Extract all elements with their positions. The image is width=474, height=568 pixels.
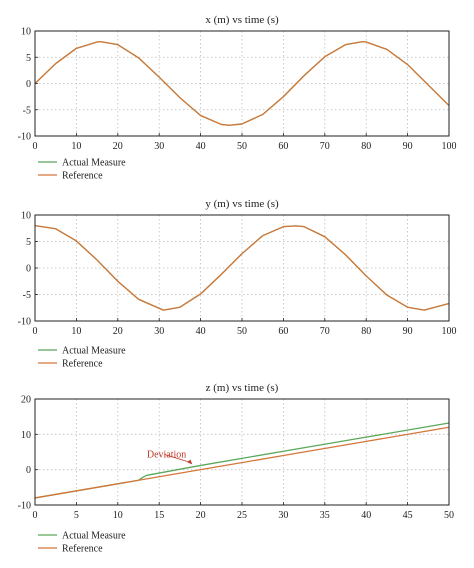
legend-label: Actual Measure bbox=[62, 531, 126, 542]
y-tick-label: 0 bbox=[26, 465, 31, 476]
x-tick-label: 40 bbox=[196, 326, 206, 337]
chart-2: y (m) vs time (s)0 10 20 30 40 50 60 70 80 90 1001… bbox=[18, 198, 457, 370]
y-tick-label: 10 bbox=[21, 27, 31, 38]
x-tick-label: 90 bbox=[403, 141, 413, 152]
x-tick-label: 70 bbox=[320, 326, 330, 337]
x-tick-label: 70 bbox=[320, 141, 330, 152]
y-tick-label: -10 bbox=[18, 501, 31, 512]
chart-title: y (m) vs time (s) bbox=[205, 198, 279, 210]
legend-label: Actual Measure bbox=[62, 158, 126, 169]
legend-label: Reference bbox=[62, 171, 103, 182]
chart-title: x (m) vs time (s) bbox=[205, 14, 279, 26]
x-tick-label: 30 bbox=[154, 326, 164, 337]
x-tick-label: 40 bbox=[361, 510, 371, 521]
x-tick-label: 25 bbox=[237, 510, 247, 521]
y-tick-label: 20 bbox=[21, 395, 31, 406]
x-tick-label: 20 bbox=[113, 326, 123, 337]
y-tick-label: -10 bbox=[18, 132, 31, 143]
chart-1: x (m) vs time (s)0 10 20 30 40 50 60 70 80 90 1001… bbox=[18, 14, 457, 182]
x-tick-label: 50 bbox=[444, 510, 454, 521]
x-tick-label: 90 bbox=[403, 326, 413, 337]
annotation-arrowhead bbox=[187, 459, 193, 465]
x-tick-label: 80 bbox=[361, 141, 371, 152]
x-tick-label: 40 bbox=[196, 141, 206, 152]
y-tick-label: 10 bbox=[21, 211, 31, 222]
x-tick-label: 35 bbox=[320, 510, 330, 521]
series-reference-line bbox=[34, 426, 450, 499]
chart-title: z (m) vs time (s) bbox=[206, 382, 279, 394]
x-tick-label: 50 bbox=[237, 326, 247, 337]
x-tick-label: 10 bbox=[71, 326, 81, 337]
legend-label: Actual Measure bbox=[62, 346, 126, 357]
x-tick-label: 60 bbox=[278, 141, 288, 152]
x-tick-label: 10 bbox=[71, 141, 81, 152]
x-tick-label: 60 bbox=[278, 326, 288, 337]
x-tick-label: 15 bbox=[154, 510, 164, 521]
y-tick-label: -10 bbox=[18, 317, 31, 328]
x-tick-label: 80 bbox=[361, 326, 371, 337]
y-tick-label: -5 bbox=[23, 105, 31, 116]
x-tick-label: 45 bbox=[403, 510, 413, 521]
x-tick-label: 0 bbox=[33, 510, 38, 521]
legend-label: Reference bbox=[62, 359, 103, 370]
legend-label: Reference bbox=[62, 544, 103, 555]
x-tick-label: 10 bbox=[113, 510, 123, 521]
x-tick-label: 100 bbox=[442, 326, 457, 337]
y-tick-label: -5 bbox=[23, 290, 31, 301]
annotation-arrow bbox=[164, 454, 191, 463]
x-tick-label: 100 bbox=[442, 141, 457, 152]
series-reference-line bbox=[34, 224, 450, 311]
x-tick-label: 0 bbox=[33, 326, 38, 337]
y-tick-label: 0 bbox=[26, 264, 31, 275]
x-tick-label: 0 bbox=[33, 141, 38, 152]
x-tick-label: 5 bbox=[74, 510, 79, 521]
series-reference-line bbox=[34, 41, 450, 126]
y-tick-label: 0 bbox=[26, 79, 31, 90]
x-tick-label: 20 bbox=[113, 141, 123, 152]
y-tick-label: 5 bbox=[26, 53, 31, 64]
chart-3: z (m) vs time (s) 0 5 10 15 20 25 30 35 40 45 50 20 1… bbox=[18, 382, 454, 555]
x-tick-label: 30 bbox=[154, 141, 164, 152]
x-tick-label: 30 bbox=[278, 510, 288, 521]
x-tick-label: 50 bbox=[237, 141, 247, 152]
y-tick-label: 10 bbox=[21, 430, 31, 441]
x-tick-label: 20 bbox=[196, 510, 206, 521]
y-tick-label: 5 bbox=[26, 237, 31, 248]
